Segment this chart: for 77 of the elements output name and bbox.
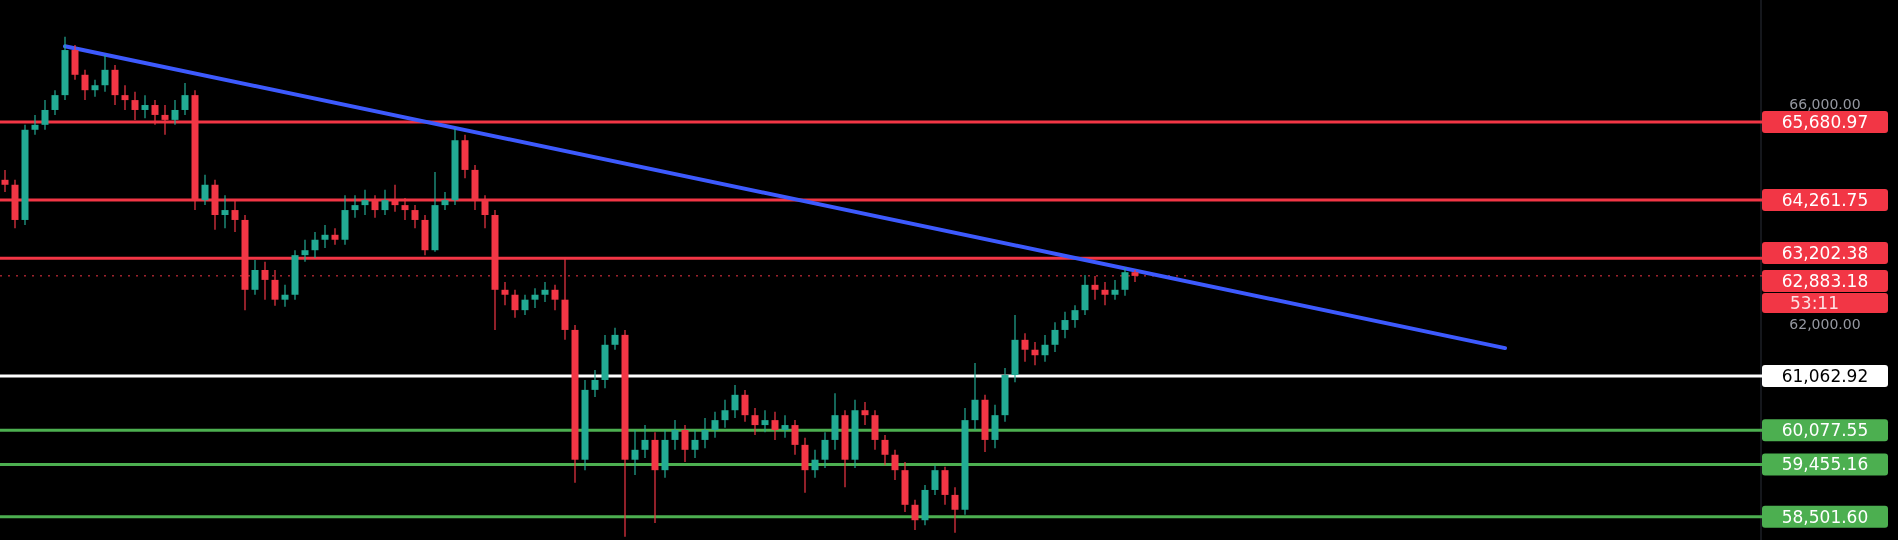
candlestick	[721, 399, 729, 429]
ref-line-label: 60,077.55	[1781, 420, 1869, 441]
candlestick	[101, 54, 109, 93]
candlestick	[531, 287, 539, 309]
candlestick	[201, 174, 209, 206]
candlestick	[781, 414, 789, 439]
candlestick	[501, 281, 509, 306]
candlestick	[641, 424, 649, 459]
candlestick	[511, 289, 519, 319]
y-tick-label: 66,000.00	[1789, 96, 1861, 113]
candlestick	[281, 284, 289, 308]
candlestick	[1071, 304, 1079, 329]
candlestick	[731, 384, 739, 419]
candlestick	[521, 294, 529, 316]
candlestick	[971, 362, 979, 431]
candlestick	[771, 411, 779, 441]
candlestick	[321, 224, 329, 249]
candlestick	[881, 434, 889, 466]
candlestick	[81, 69, 89, 101]
candlestick	[1111, 279, 1119, 301]
candlestick	[1031, 341, 1039, 366]
text: 53:11	[1790, 293, 1839, 314]
candlestick	[121, 84, 129, 111]
candlestick	[541, 281, 549, 303]
candlestick	[301, 239, 309, 263]
y-tick-label: 62,000.00	[1789, 316, 1861, 333]
candlestick	[171, 99, 179, 126]
candlestick	[51, 89, 59, 116]
ref-line-label: 58,501.60	[1781, 506, 1869, 527]
ref-line-label: 62,883.18	[1781, 271, 1869, 292]
candlestick	[141, 94, 149, 119]
candlestick	[1061, 311, 1069, 339]
candlestick	[821, 431, 829, 469]
ref-line-label: 65,680.97	[1781, 112, 1869, 133]
candlestick	[1101, 281, 1109, 306]
ref-line-label: 59,455.16	[1781, 454, 1869, 475]
candlestick	[551, 284, 559, 311]
candlestick	[1021, 332, 1029, 363]
candlestick	[931, 464, 939, 496]
candlestick	[761, 409, 769, 433]
ref-line-label: 64,261.75	[1781, 190, 1869, 211]
candlestick	[361, 189, 369, 216]
candlestick	[691, 429, 699, 459]
candlestick	[251, 259, 259, 296]
candlestick	[41, 99, 49, 131]
candlestick	[181, 82, 189, 116]
candlestick	[631, 429, 639, 476]
candlestick	[741, 389, 749, 423]
candlestick	[911, 499, 919, 531]
candlestick	[351, 194, 359, 219]
candlestick	[1041, 334, 1049, 363]
candlestick	[681, 424, 689, 463]
candlestick	[1121, 267, 1129, 297]
candlestick	[31, 114, 39, 136]
candlestick	[331, 227, 339, 246]
candlestick	[1051, 321, 1059, 353]
candlestick	[671, 419, 679, 451]
candlestick	[751, 407, 759, 436]
candlestick	[861, 401, 869, 426]
candlestick	[311, 231, 319, 259]
candlestick	[791, 419, 799, 456]
candlestick	[441, 191, 449, 211]
candlestick	[591, 369, 599, 398]
candlestick	[91, 79, 99, 98]
candlestick	[951, 486, 959, 534]
candlestick	[811, 449, 819, 479]
candlestick	[701, 417, 709, 449]
candlestick	[891, 449, 899, 481]
candlestick	[1, 169, 9, 193]
candlestick	[611, 327, 619, 351]
candlestick	[261, 261, 269, 301]
ref-line-label: 63,202.38	[1781, 243, 1869, 264]
ref-line-label: 61,062.92	[1781, 365, 1869, 386]
candlestick	[221, 194, 229, 229]
candlestick	[711, 411, 719, 439]
candlestick	[411, 204, 419, 229]
candlestick	[381, 189, 389, 216]
